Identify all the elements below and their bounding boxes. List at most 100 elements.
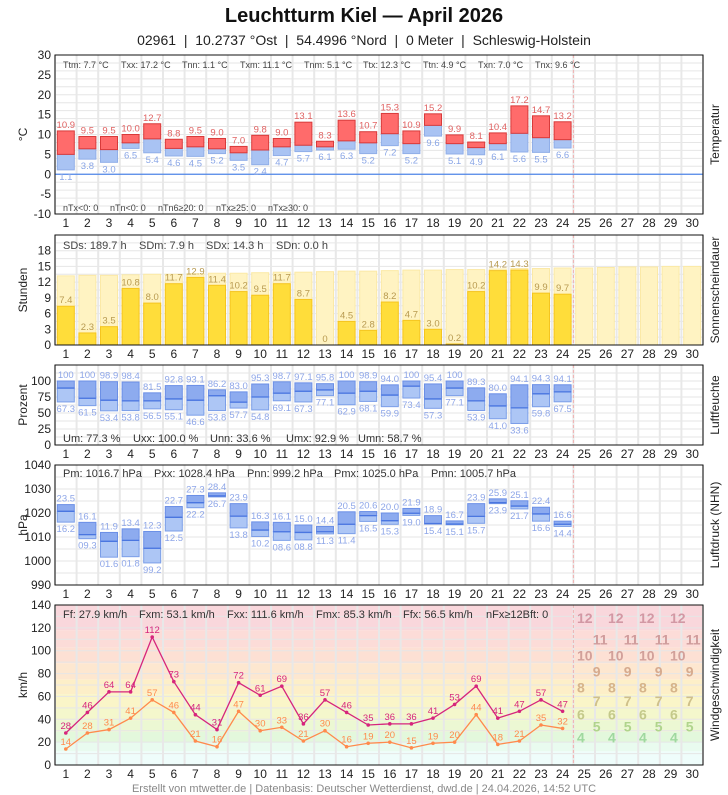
humidity-upper-bar — [380, 384, 399, 396]
x-tick-label: 12 — [297, 216, 311, 230]
temp-max-label: 8.1 — [470, 131, 483, 142]
x-tick-label: 15 — [362, 347, 376, 361]
pressure-upper-bar — [143, 530, 162, 549]
y-tick-label: 10 — [38, 128, 52, 142]
x-tick-label: 7 — [192, 767, 199, 781]
x-tick-label: 18 — [426, 216, 440, 230]
temp-min-bar — [553, 139, 572, 149]
wind-gust-label: 112 — [145, 625, 160, 636]
sunshine-bar — [424, 328, 442, 346]
pressure-max-label: 16.7 — [445, 510, 464, 521]
wind-mean-label: 30 — [255, 719, 266, 730]
temp-stat: Ttn: 4.9 °C — [423, 60, 467, 70]
wind-gust-point — [366, 723, 371, 727]
temp-min-label: 5.2 — [405, 156, 418, 167]
x-tick-label: 22 — [513, 767, 527, 781]
humidity-min-label: 68.1 — [359, 403, 378, 414]
humidity-upper-bar — [251, 383, 270, 398]
wind-gust-label: 28 — [61, 721, 72, 732]
wind-mean-label: 33 — [277, 715, 288, 726]
humidity-min-label: 67.3 — [294, 404, 313, 415]
beaufort-label: 6 — [608, 707, 616, 723]
beaufort-label: 6 — [670, 707, 678, 723]
pressure-min-label: 22.2 — [186, 510, 205, 521]
x-tick-label: 19 — [448, 587, 462, 601]
y-tick-label: 0 — [44, 758, 51, 772]
humidity-min-label: 61.5 — [78, 408, 97, 419]
sunshine-bar — [380, 301, 399, 346]
x-tick-label: 3 — [106, 216, 113, 230]
humidity-lower-bar — [164, 398, 183, 411]
temp-max-bar — [359, 131, 378, 144]
wind-mean-line — [65, 699, 563, 750]
temp-min-label: 3.0 — [102, 164, 115, 175]
wind-mean-label: 14 — [61, 737, 72, 748]
x-tick-label: 27 — [621, 216, 635, 230]
temp-max-label: 9.8 — [254, 124, 267, 135]
humidity-max-label: 93.1 — [186, 374, 205, 385]
sunshine-bar — [143, 302, 162, 346]
wind-mean-point — [280, 725, 284, 730]
wind-gust-point — [452, 702, 457, 707]
x-tick-label: 23 — [534, 447, 548, 461]
pressure-upper-bar — [229, 503, 248, 517]
wind-gust-label: 73 — [169, 670, 180, 681]
wind-stat: Fmx: 85.3 km/h — [316, 609, 392, 621]
sunshine-bar — [553, 293, 572, 346]
wind-mean-point — [64, 747, 68, 751]
temp-min-bar — [143, 138, 162, 154]
humidity-lower-bar — [208, 395, 226, 412]
pressure-lower-bar — [294, 531, 313, 541]
panel-sunshine: 7.42.33.510.88.011.712.911.410.2 9.511.78… — [16, 234, 722, 361]
humidity-upper-bar — [402, 380, 421, 387]
x-tick-label: 9 — [235, 216, 242, 230]
temp-max-label: 13.6 — [337, 109, 356, 120]
y-tick-label: 25 — [38, 422, 52, 436]
pressure-upper-bar — [424, 515, 442, 525]
wind-mean-label: 35 — [536, 713, 547, 724]
footer-credit: Erstellt von mtwetter.de | Datenbasis: D… — [131, 783, 597, 795]
temp-max-bar — [510, 105, 529, 134]
x-tick-label: 12 — [297, 587, 311, 601]
humidity-lower-bar — [186, 399, 205, 416]
humidity-lower-bar — [294, 390, 313, 403]
temp-min-label: 4.5 — [189, 158, 202, 169]
wind-mean-label: 19 — [428, 731, 439, 742]
x-tick-label: 27 — [621, 347, 635, 361]
humidity-max-label: 95.8 — [316, 373, 335, 384]
y-tick-label: -10 — [34, 207, 52, 221]
x-tick-label: 12 — [297, 347, 311, 361]
wind-mean-point — [323, 728, 327, 733]
temp-min-label: 6.1 — [318, 152, 331, 163]
beaufort-label: 9 — [593, 663, 601, 679]
beaufort-label: 9 — [686, 663, 694, 679]
temp-count: nTx≥25: 0 — [216, 203, 256, 213]
humidity-upper-bar — [553, 384, 572, 393]
humidity-lower-bar — [380, 394, 399, 408]
wind-mean-label: 15 — [406, 736, 417, 747]
x-tick-label: 15 — [362, 216, 376, 230]
x-tick-label: 16 — [383, 767, 397, 781]
wind-mean-label: 18 — [493, 732, 504, 743]
y-tick-label: 50 — [38, 406, 52, 420]
wind-gust-label: 64 — [125, 680, 136, 691]
temp-min-bar — [380, 133, 399, 147]
x-tick-label: 16 — [383, 347, 397, 361]
x-tick-label: 3 — [106, 767, 113, 781]
x-tick-label: 26 — [599, 216, 613, 230]
y-axis-label: Prozent — [16, 384, 30, 426]
temp-min-bar — [532, 137, 550, 153]
wind-mean-point — [150, 698, 154, 702]
x-tick-label: 8 — [214, 767, 221, 781]
pressure-max-label: 22.7 — [165, 496, 184, 507]
humidity-upper-bar — [143, 392, 162, 402]
wind-gust-label: 72 — [233, 671, 244, 682]
wind-mean-label: 46 — [169, 700, 180, 711]
temp-max-bar — [445, 134, 464, 145]
sunshine-label: 14.3 — [510, 259, 529, 270]
humidity-upper-bar — [56, 380, 75, 389]
x-tick-label: 17 — [405, 216, 419, 230]
temp-max-label: 9.9 — [448, 124, 461, 135]
beaufort-label: 5 — [655, 719, 663, 735]
temp-max-bar — [532, 115, 550, 139]
